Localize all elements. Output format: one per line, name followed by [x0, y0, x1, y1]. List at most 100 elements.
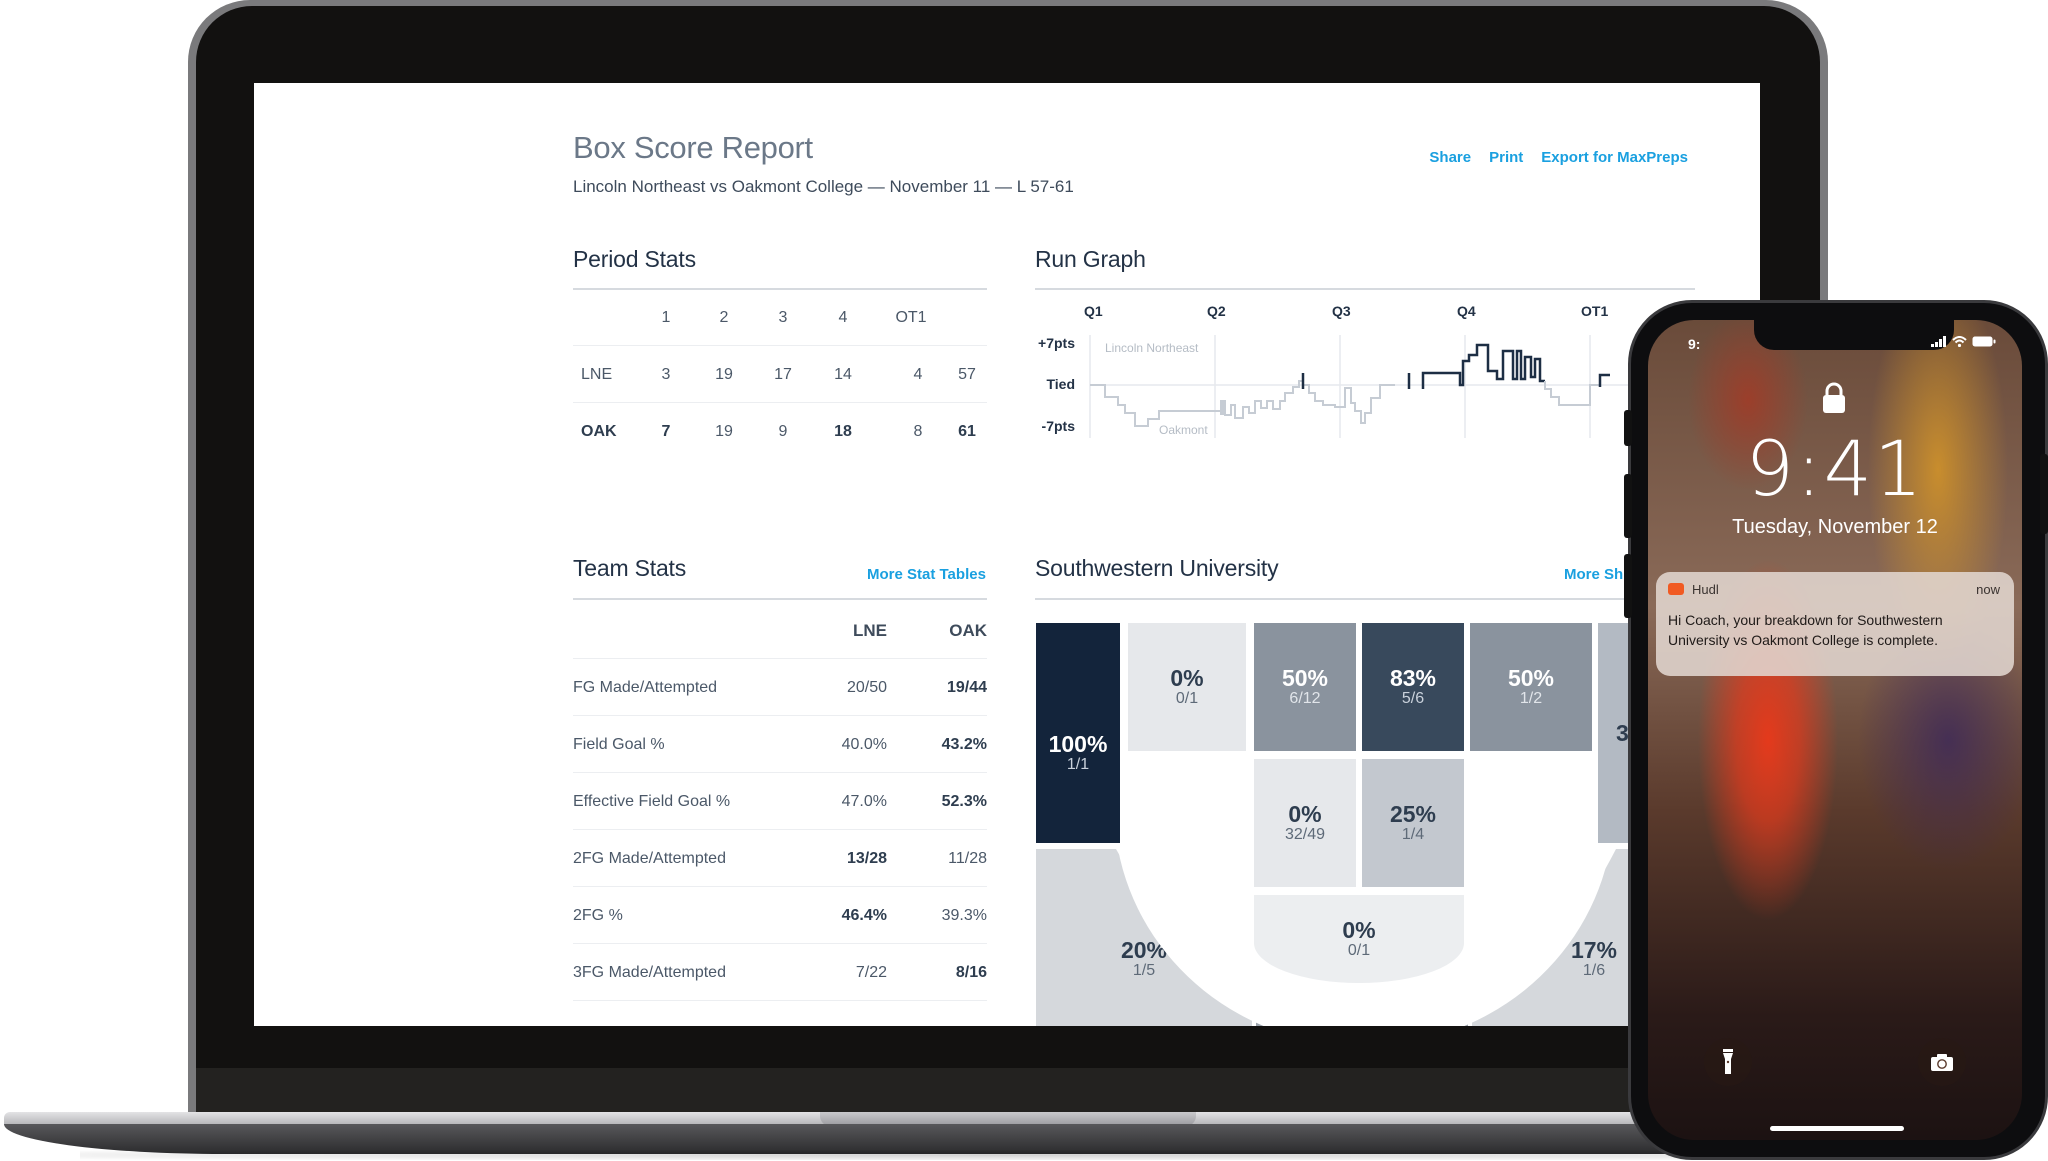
stat-value-oak: 52.3%: [941, 793, 987, 810]
camera-icon: [1931, 1053, 1953, 1071]
stat-label: Effective Field Goal %: [573, 793, 731, 810]
stat-value-oak: 11/28: [948, 850, 987, 867]
period-header: 3: [778, 309, 788, 326]
signal-icon: [1931, 336, 1946, 347]
zone-frac: 6/12: [1289, 690, 1321, 708]
export-maxpreps-link[interactable]: Export for MaxPreps: [1541, 149, 1688, 166]
lock-icon: [1823, 382, 1845, 413]
oak-annotation: Oakmont: [1159, 423, 1208, 437]
phone-volume-up: [1624, 474, 1632, 538]
column-header-oak: OAK: [949, 621, 987, 640]
period-header: OT1: [895, 309, 927, 326]
header-actions: Share Print Export for MaxPreps: [1429, 149, 1688, 166]
laptop-hinge-notch: [820, 1112, 1196, 1126]
quarter-label: Q1: [1084, 303, 1103, 319]
team-stats-row: 2FG Made/Attempted 13/28 11/28: [573, 830, 987, 887]
stat-label: FG Made/Attempted: [573, 679, 718, 696]
period-value: 8: [913, 423, 923, 440]
team-stats-table: LNE OAK FG Made/Attempted 20/50 19/44 Fi…: [573, 602, 987, 1001]
team-stats-row: 2FG % 46.4% 39.3%: [573, 887, 987, 944]
stat-value-lne: 7/22: [855, 964, 887, 981]
zone-frac: 0/1: [1347, 942, 1371, 960]
zone-pct: 3: [1616, 719, 1629, 746]
print-link[interactable]: Print: [1489, 149, 1524, 166]
zone-paint-left[interactable]: 50% 6/12: [1254, 623, 1356, 751]
quarter-label: Q2: [1207, 303, 1226, 319]
period-value: 3: [661, 366, 671, 383]
phone-volume-down: [1624, 554, 1632, 618]
quarter-label: OT1: [1581, 303, 1609, 319]
zone-left-baseline-mid[interactable]: 0% 0/1: [1128, 623, 1246, 751]
more-stat-tables-link[interactable]: More Stat Tables: [867, 566, 986, 583]
lne-annotation: Lincoln Northeast: [1105, 341, 1199, 355]
phone-silent-switch: [1624, 410, 1632, 446]
run-graph-divider: [1035, 288, 1695, 290]
quarter-label: Q3: [1332, 303, 1351, 319]
stat-value-oak: 43.2%: [941, 736, 987, 753]
flashlight-button[interactable]: [1704, 1038, 1752, 1086]
period-header: 4: [838, 309, 848, 326]
team-stats-title: Team Stats: [573, 555, 687, 581]
period-value: 19: [715, 366, 733, 383]
wifi-icon: [1952, 336, 1967, 347]
game-subtitle: Lincoln Northeast vs Oakmont College — N…: [573, 177, 1074, 196]
laptop-chin: [196, 1068, 1820, 1112]
period-value: 14: [834, 366, 852, 383]
zone-frac: 1/6: [1582, 962, 1606, 980]
zone-lane-right[interactable]: 25% 1/4: [1362, 759, 1464, 887]
zone-pct: 0%: [1288, 800, 1322, 827]
stat-value-oak: 8/16: [955, 964, 987, 981]
period-total: 61: [958, 423, 976, 440]
team-code: LNE: [581, 366, 613, 383]
team-stats-row: FG Made/Attempted 20/50 19/44: [573, 659, 987, 716]
period-row-oak: OAK 7 19 9 18 8 61: [573, 403, 987, 460]
battery-icon: [1972, 336, 1996, 347]
zone-pct: 0%: [1342, 916, 1376, 943]
shot-chart-title: Southwestern University: [1035, 555, 1279, 581]
period-header: 2: [719, 309, 729, 326]
shot-chart: 20% 1/5 17% 1/6 43% 100% 1/1 0% 0: [1036, 623, 1736, 1026]
zone-paint-right[interactable]: 83% 5/6: [1362, 623, 1464, 751]
zone-frac: 1/1: [1066, 756, 1090, 774]
zone-lane-left[interactable]: 0% 32/49: [1254, 759, 1356, 887]
notification-time: now: [1976, 582, 2000, 597]
zone-frac: 5/6: [1401, 690, 1425, 708]
zone-pct: 0%: [1170, 664, 1204, 691]
period-value: 9: [778, 423, 788, 440]
zone-frac: 32/49: [1284, 826, 1326, 844]
column-header-lne: LNE: [853, 621, 887, 640]
zone-pct: 17%: [1570, 936, 1618, 963]
stat-label: 3FG Made/Attempted: [573, 964, 726, 981]
hudl-app-icon: [1668, 583, 1684, 595]
period-total: 57: [958, 366, 976, 383]
period-value: 19: [715, 423, 733, 440]
zone-top-key[interactable]: 0% 0/1: [1254, 895, 1464, 983]
team-stats-row: 3FG Made/Attempted 7/22 8/16: [573, 944, 987, 1001]
zone-pct: 83%: [1389, 664, 1437, 691]
phone-side-button: [2040, 454, 2048, 534]
phone-lock-screen: 9: 9:41 Tuesday, November 12 Hudl now Hi…: [1648, 320, 2022, 1140]
zone-right-baseline-mid[interactable]: 50% 1/2: [1470, 623, 1592, 751]
more-shot-charts-link[interactable]: More Sh: [1564, 566, 1624, 583]
stat-label: 2FG Made/Attempted: [573, 850, 726, 867]
run-graph: Q1 Q2 Q3 Q4 OT1 +7pts Tied -7pts Lincoln…: [1035, 293, 1685, 443]
quarter-label: Q4: [1457, 303, 1476, 319]
status-bar-icons: [1931, 336, 1996, 347]
run-graph-title: Run Graph: [1035, 246, 1146, 272]
home-indicator[interactable]: [1770, 1126, 1904, 1131]
share-link[interactable]: Share: [1429, 149, 1472, 166]
flashlight-icon: [1723, 1049, 1733, 1074]
phone-notch: [1754, 320, 1954, 350]
period-value: 7: [661, 423, 671, 440]
hudl-notification[interactable]: Hudl now Hi Coach, your breakdown for So…: [1656, 572, 2014, 676]
team-stats-row: Effective Field Goal % 47.0% 52.3%: [573, 773, 987, 830]
zone-left-corner[interactable]: 100% 1/1: [1036, 623, 1120, 843]
camera-button[interactable]: [1918, 1038, 1966, 1086]
laptop-screen: Box Score Report Lincoln Northeast vs Oa…: [254, 83, 1760, 1026]
y-axis-label: Tied: [1046, 376, 1075, 392]
team-stats-header-row: LNE OAK: [573, 602, 987, 659]
zone-pct: 100%: [1048, 730, 1108, 757]
stat-label: Field Goal %: [573, 736, 665, 753]
y-axis-label: -7pts: [1041, 418, 1075, 434]
team-code: OAK: [581, 423, 617, 440]
